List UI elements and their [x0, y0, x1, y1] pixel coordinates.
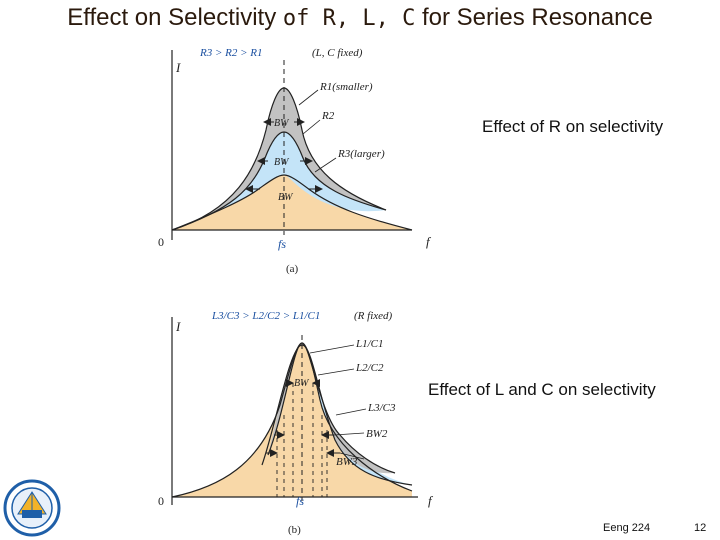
curve-l3 [171, 342, 413, 498]
label-r1: R1(smaller) [319, 81, 373, 93]
x-axis-label-a: f [426, 234, 432, 249]
curve-r3-fill [172, 175, 412, 230]
leader-l3 [335, 408, 367, 416]
bw1-label-b: BW [294, 378, 310, 389]
fs-label-a: fs [278, 237, 286, 251]
title-word-rlc: of R, L, C [282, 6, 416, 31]
title-word-on-selectivity: on Selectivity [128, 4, 283, 31]
label-r2: R2 [321, 110, 335, 122]
footer-page-number: 12 [694, 522, 707, 534]
label-r3: R3(larger) [337, 148, 385, 160]
diagram-a: R3 > R2 > R1 (L, C fixed) I f 0 fs R1(sm… [158, 47, 432, 275]
bw1-label: BW [274, 118, 290, 129]
label-l3: L3/C3 [367, 402, 396, 414]
x-axis-label-b: f [428, 493, 434, 508]
university-seal-icon [3, 479, 61, 537]
leader-bw2 [333, 432, 365, 436]
slide-title: Effect on Selectivity of R, L, C for Ser… [0, 4, 720, 32]
title-word-effect: Effect [67, 4, 129, 31]
bw2-label: BW [274, 157, 290, 168]
curve-r3 [171, 174, 413, 231]
label-l2: L2/C2 [355, 362, 384, 374]
label-top-left-a: R3 > R2 > R1 [199, 47, 263, 59]
caption-b: (b) [288, 524, 301, 536]
label-l1: L1/C1 [355, 338, 384, 350]
leader-r2 [302, 119, 321, 135]
footer-course: Eeng 224 [603, 522, 651, 534]
bw3-label: BW [278, 192, 294, 203]
bw3-label-b: BW3 [336, 456, 358, 468]
title-word-resonance: Resonance [531, 4, 653, 31]
y-axis-label-b: I [175, 319, 181, 334]
curve-l2 [261, 344, 413, 486]
curve-r1-fill [172, 88, 386, 230]
leader-l1 [309, 344, 355, 354]
description-b: Effect of L and C on selectivity [428, 380, 656, 399]
leader-r1 [298, 89, 319, 106]
label-top-left-b: L3/C3 > L2/C2 > L1/C1 [211, 310, 320, 322]
origin-label-b: 0 [158, 494, 164, 508]
bw2-label-b: BW2 [366, 428, 388, 440]
label-top-right-a: (L, C fixed) [312, 47, 363, 59]
leader-bw3 [339, 452, 365, 460]
fs-label-b: fs [296, 494, 304, 508]
curve-r2-fill [172, 132, 386, 230]
leader-r3 [314, 157, 337, 173]
label-top-right-b: (R fixed) [354, 310, 393, 322]
leader-l2 [317, 368, 355, 376]
y-axis-label-a: I [175, 60, 181, 75]
diagram-b: L3/C3 > L2/C2 > L1/C1 (R fixed) I f 0 fs… [158, 310, 434, 536]
description-a: Effect of R on selectivity [482, 117, 664, 136]
caption-a: (a) [286, 263, 299, 275]
title-word-for-series: for Series [415, 4, 532, 31]
origin-label-a: 0 [158, 235, 164, 249]
